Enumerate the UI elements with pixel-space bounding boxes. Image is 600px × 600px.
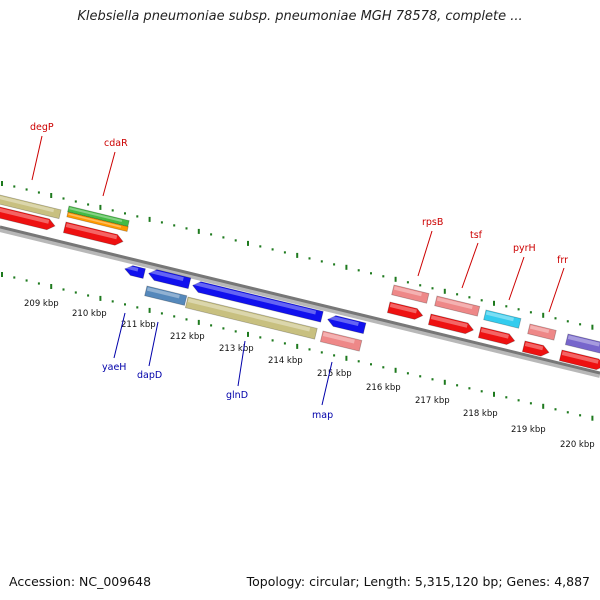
- map-title: Klebsiella pneumoniae subsp. pneumoniae …: [77, 9, 523, 24]
- genome-summary: Topology: circular; Length: 5,315,120 bp…: [246, 574, 590, 589]
- feature-purple: [564, 333, 600, 355]
- gene-label-minus: dapD: [137, 370, 162, 381]
- gene-label-minus: map: [312, 410, 333, 421]
- feature-minus-blue: [148, 269, 192, 290]
- gene-label-leader: [113, 312, 126, 359]
- feature-plus-red: [521, 340, 550, 357]
- feature-gray-khaki: [0, 193, 62, 220]
- scale-label-track: 209 kbp 210 kbp 211 kbp 212 kbp 213 kbp 214 k…: [24, 299, 595, 450]
- gene-label-leader: [31, 135, 43, 181]
- lower-tick-track: [1, 272, 594, 421]
- scale-label: 219 kbp: [511, 425, 546, 435]
- feature-khaki: [184, 296, 318, 340]
- gene-label-leader: [461, 242, 479, 289]
- gene-label-plus: rpsB: [422, 217, 443, 228]
- gene-label-plus: cdaR: [104, 138, 128, 149]
- feature-pink: [319, 330, 363, 352]
- accession-label: Accession: NC_009648: [9, 574, 152, 589]
- feature-minus-blue: [327, 315, 367, 335]
- feature-plus-red: [62, 221, 124, 246]
- gene-label-leader: [321, 361, 333, 406]
- gene-label-plus: frr: [557, 255, 568, 266]
- feature-plus-red: [558, 349, 600, 371]
- gene-label-leader: [237, 340, 246, 387]
- gene-label-leader: [417, 230, 433, 277]
- scale-label: 218 kbp: [463, 409, 498, 419]
- feature-minus-blue: [192, 281, 324, 323]
- gene-label-track: degP cdaR rpsB tsf pyrH frr yaeH dapD glnD map: [30, 122, 568, 421]
- gene-label-minus: glnD: [226, 390, 248, 401]
- feature-plus-red: [0, 205, 56, 231]
- gene-label-leader: [548, 267, 565, 313]
- label-leader-track: [31, 135, 565, 406]
- feature-pink: [527, 323, 557, 341]
- gene-label-leader: [508, 256, 525, 301]
- feature-pink: [434, 295, 481, 317]
- feature-track: [0, 193, 600, 371]
- gene-label-leader: [102, 151, 116, 197]
- scale-label: 215 kbp: [317, 369, 352, 379]
- backbone-shadow: [0, 226, 600, 378]
- upper-tick-track: [1, 181, 594, 330]
- scale-label: 214 kbp: [268, 356, 303, 366]
- gene-label-leader: [148, 321, 159, 367]
- feature-plus-red: [477, 326, 516, 345]
- feature-plus-red: [427, 313, 475, 335]
- feature-minus-blue: [124, 265, 146, 279]
- feature-steelblue: [144, 285, 188, 306]
- feature-plus-red: [386, 301, 424, 320]
- gene-label-plus: pyrH: [513, 243, 536, 254]
- gene-label-minus: yaeH: [102, 362, 126, 373]
- scale-label: 211 kbp: [121, 320, 156, 330]
- gene-label-plus: degP: [30, 122, 54, 133]
- feature-pink: [391, 284, 430, 304]
- scale-label: 209 kbp: [24, 299, 59, 309]
- scale-label: 216 kbp: [366, 383, 401, 393]
- scale-label: 212 kbp: [170, 332, 205, 342]
- scale-label: 210 kbp: [72, 309, 107, 319]
- scale-label: 220 kbp: [560, 440, 595, 450]
- backbone: [0, 225, 600, 375]
- feature-cyan: [483, 309, 522, 329]
- scale-label: 213 kbp: [219, 344, 254, 354]
- feature-green: [67, 205, 130, 227]
- feature-orange: [66, 211, 129, 233]
- scale-label: 217 kbp: [415, 396, 450, 406]
- gene-label-plus: tsf: [470, 230, 483, 241]
